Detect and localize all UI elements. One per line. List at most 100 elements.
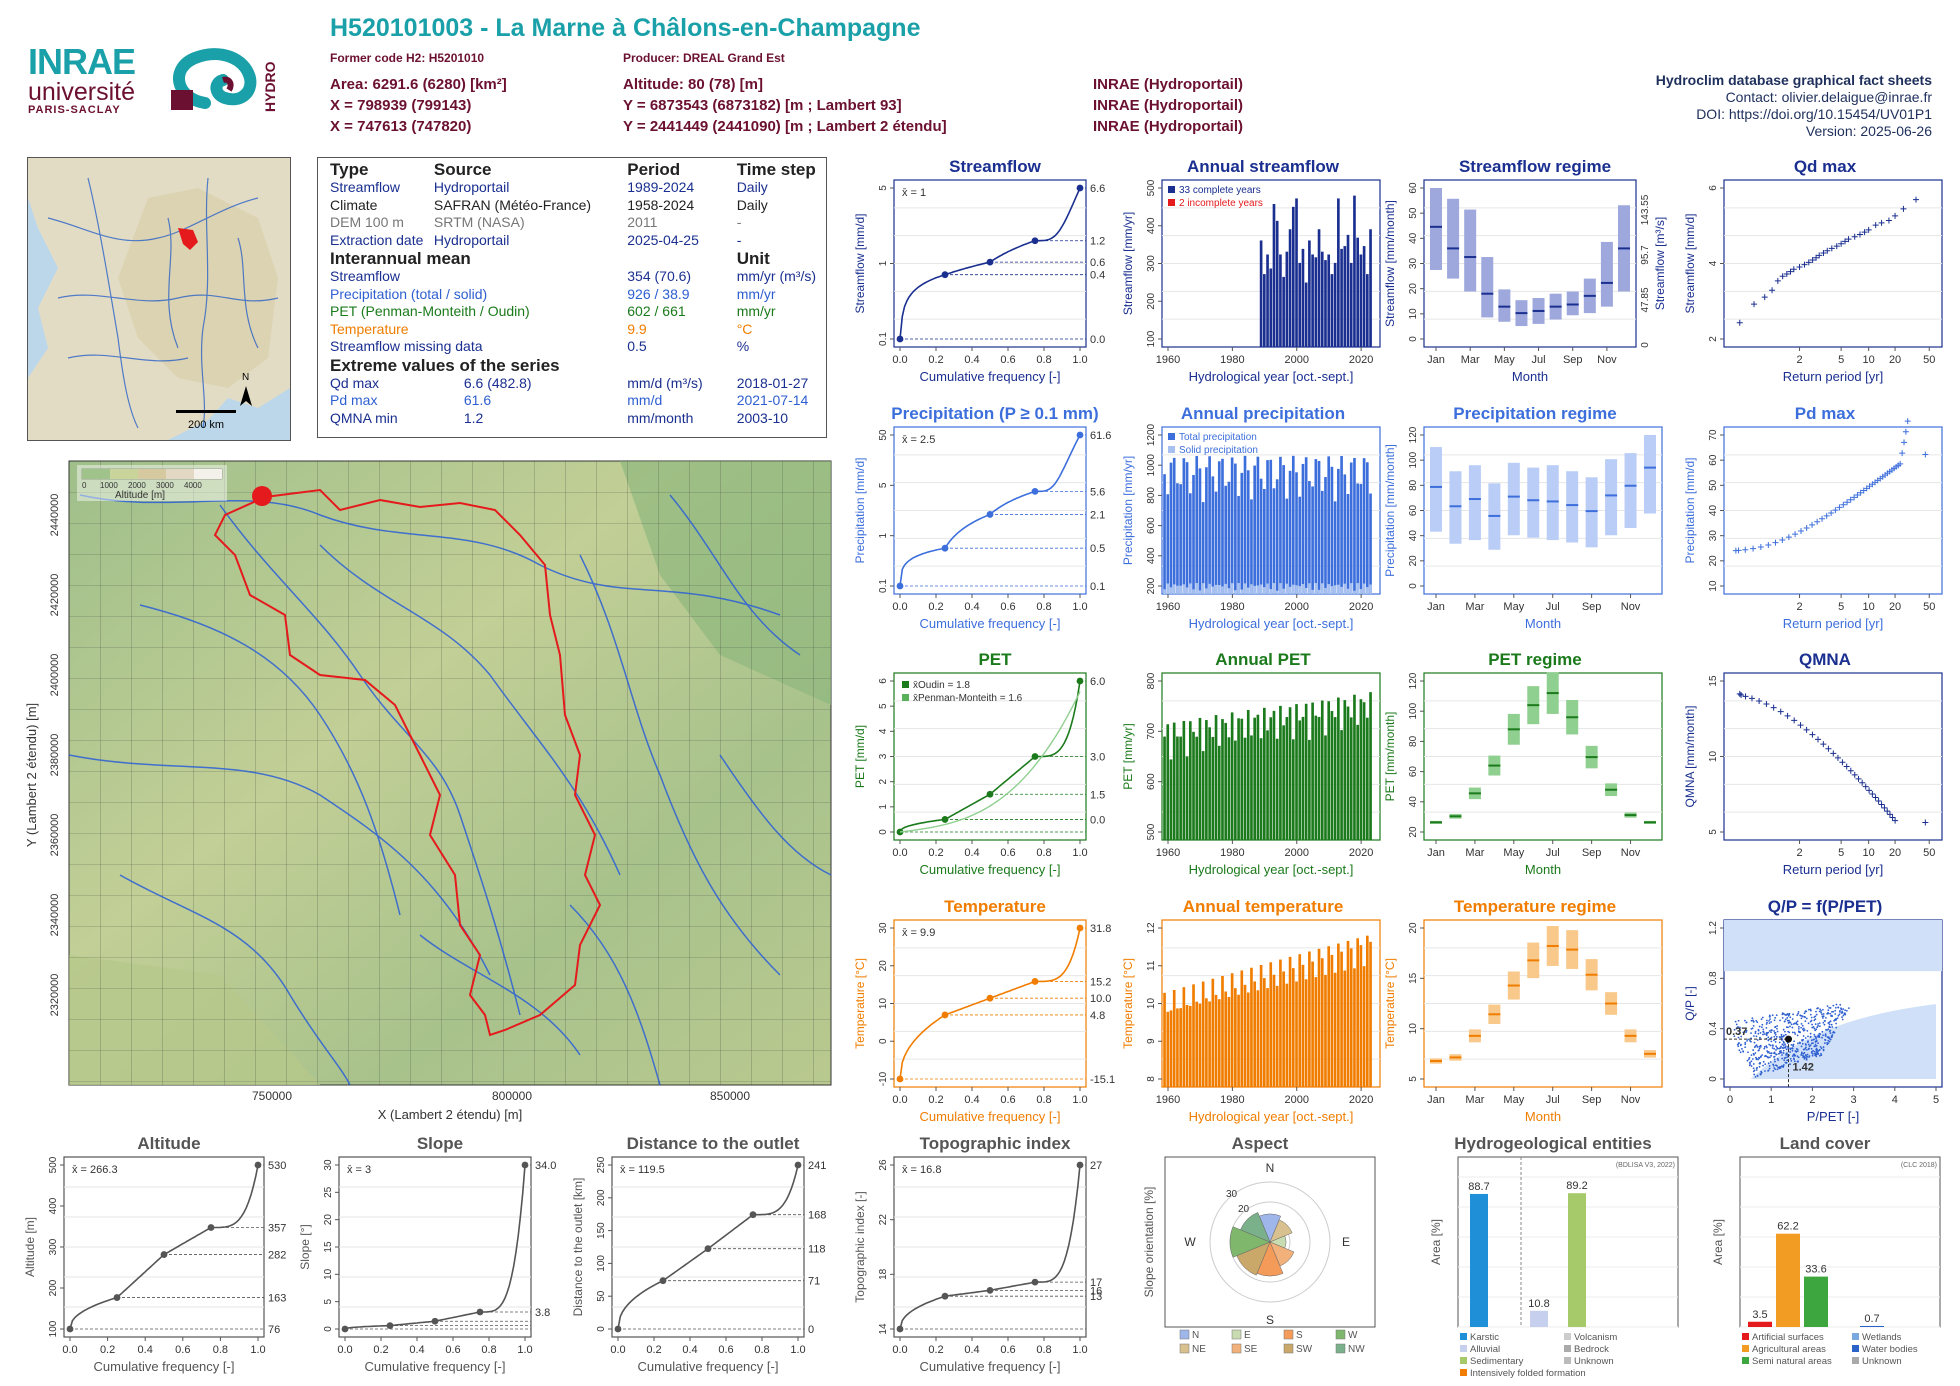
bar-solid xyxy=(1179,585,1182,594)
y-axis-label: Distance to the outlet [km] xyxy=(571,1178,585,1317)
qp-point xyxy=(1742,1050,1745,1053)
qp-point xyxy=(1800,1054,1803,1056)
former-code: Former code H2: H5201010 xyxy=(330,51,485,65)
return-point xyxy=(1851,771,1858,778)
chart-topo_fdc: Topographic index Cumulative frequency [-… xyxy=(853,1134,1102,1374)
bar xyxy=(1179,736,1182,840)
bar xyxy=(1172,989,1176,1087)
return-point xyxy=(1736,319,1743,326)
qp-point xyxy=(1766,1021,1768,1024)
qp-point xyxy=(1802,1056,1805,1059)
chart-title: Slope xyxy=(417,1134,463,1153)
altitude-legend-ticks: 0 1000 2000 3000 4000 xyxy=(82,481,202,490)
return-point xyxy=(1901,439,1908,446)
qp-point xyxy=(1800,1022,1803,1025)
y-tick-label: 5 xyxy=(1408,1076,1419,1082)
qp-point xyxy=(1809,1044,1812,1047)
bar xyxy=(1301,463,1305,594)
return-point xyxy=(1801,261,1808,268)
return-point xyxy=(1885,217,1892,224)
info-row-dem: DEM 100 m SRTM (NASA) 2011 - xyxy=(330,214,820,232)
x-axis-label: P/PET [-] xyxy=(1807,1109,1860,1124)
qp-point xyxy=(1805,1010,1808,1013)
quantile-point xyxy=(1031,1278,1039,1286)
x-axis-label: Month xyxy=(1525,616,1561,631)
qp-point xyxy=(1744,1046,1747,1049)
legend-swatch xyxy=(1460,1369,1467,1376)
x-tick-label: 0.8 xyxy=(1036,354,1051,366)
chart-title: Distance to the outlet xyxy=(627,1134,800,1153)
qp-point xyxy=(1761,1023,1764,1026)
quantile-value: 0.6 xyxy=(1090,257,1105,269)
producer: Producer: DREAL Grand Est xyxy=(623,51,785,65)
qp-point xyxy=(1796,1020,1799,1023)
x-tick-label: 0.6 xyxy=(1000,847,1015,859)
h-mean: Interannual mean xyxy=(330,249,471,268)
qp-point xyxy=(1737,1019,1740,1022)
legend-label: Volcanism xyxy=(1574,1332,1617,1343)
qp-point xyxy=(1823,1042,1826,1045)
qp-point xyxy=(1800,1052,1803,1055)
y-tick-label: 120 xyxy=(1408,426,1419,443)
qp-point xyxy=(1793,1053,1795,1056)
chart-annual_temp: Annual temperature Hydrological year [oct… xyxy=(1121,897,1381,1124)
mean-label: x̄ = 1 xyxy=(902,187,926,199)
bar xyxy=(1346,494,1350,594)
bar xyxy=(1201,502,1205,594)
qp-point xyxy=(1766,1046,1768,1049)
bar xyxy=(1285,251,1289,347)
bar-solid xyxy=(1192,589,1195,594)
y-axis-label: PET [mm/d] xyxy=(853,725,867,788)
qp-point xyxy=(1757,1029,1760,1032)
x-tick-label: 0.8 xyxy=(213,1344,228,1356)
return-point xyxy=(1769,287,1776,294)
bar-solid xyxy=(1317,589,1321,594)
bar-solid xyxy=(1275,590,1279,594)
quantile-value: 163 xyxy=(268,1293,286,1305)
bar xyxy=(1362,458,1366,594)
legend-swatch xyxy=(1564,1357,1571,1364)
qp-point xyxy=(1800,1045,1803,1048)
qp-point xyxy=(1765,1033,1768,1036)
return-point xyxy=(1742,693,1749,700)
extreme-value: 6.6 (482.8) xyxy=(463,374,532,391)
y-tick-label: 20 xyxy=(1408,922,1419,934)
y-tick-label: 50 xyxy=(596,1290,607,1302)
station-title: H520101003 - La Marne à Châlons-en-Champ… xyxy=(330,14,921,42)
info-type: Climate xyxy=(330,196,378,213)
qp-point xyxy=(1767,1050,1770,1053)
x-tick-label: 5 xyxy=(1838,847,1844,859)
legend-swatch xyxy=(1231,1343,1242,1354)
bar-value: 0.7 xyxy=(1864,1313,1879,1325)
qp-point xyxy=(1776,1057,1779,1060)
qp-point xyxy=(1816,1007,1818,1010)
qp-point xyxy=(1735,1027,1738,1029)
bar xyxy=(1349,717,1353,840)
qp-point xyxy=(1818,1034,1821,1037)
bar-solid xyxy=(1340,586,1343,594)
qp-point xyxy=(1813,1033,1816,1036)
legend-swatch xyxy=(1283,1343,1294,1354)
x-tick-label: 0.4 xyxy=(964,601,979,613)
regime-box xyxy=(1464,209,1477,292)
return-point xyxy=(1814,518,1821,525)
y-tick-label: 1 xyxy=(878,260,889,266)
chart-title: Altitude xyxy=(137,1134,200,1153)
bar-solid xyxy=(1227,588,1231,594)
return-point xyxy=(1922,819,1929,826)
y-tick-label: 40 xyxy=(1408,530,1419,542)
x-tick-label: 1960 xyxy=(1156,1094,1180,1106)
bar xyxy=(1366,935,1369,1087)
x-tick-label: 0.0 xyxy=(892,847,907,859)
bar-solid xyxy=(1324,587,1327,594)
quantile-value: 5.6 xyxy=(1090,486,1105,498)
chart-title: Hydrogeological entities xyxy=(1454,1134,1651,1153)
qp-point xyxy=(1761,1054,1764,1056)
mean-label: PET (Penman-Monteith / Oudin) xyxy=(330,303,530,319)
y-tick-label: 4 xyxy=(878,728,889,734)
return-point xyxy=(1813,254,1820,261)
quantile-value: -15.1 xyxy=(1090,1074,1115,1086)
mean-unit: mm/yr (m³/s) xyxy=(736,268,816,284)
qp-point xyxy=(1786,1019,1789,1022)
bar xyxy=(1337,198,1340,347)
